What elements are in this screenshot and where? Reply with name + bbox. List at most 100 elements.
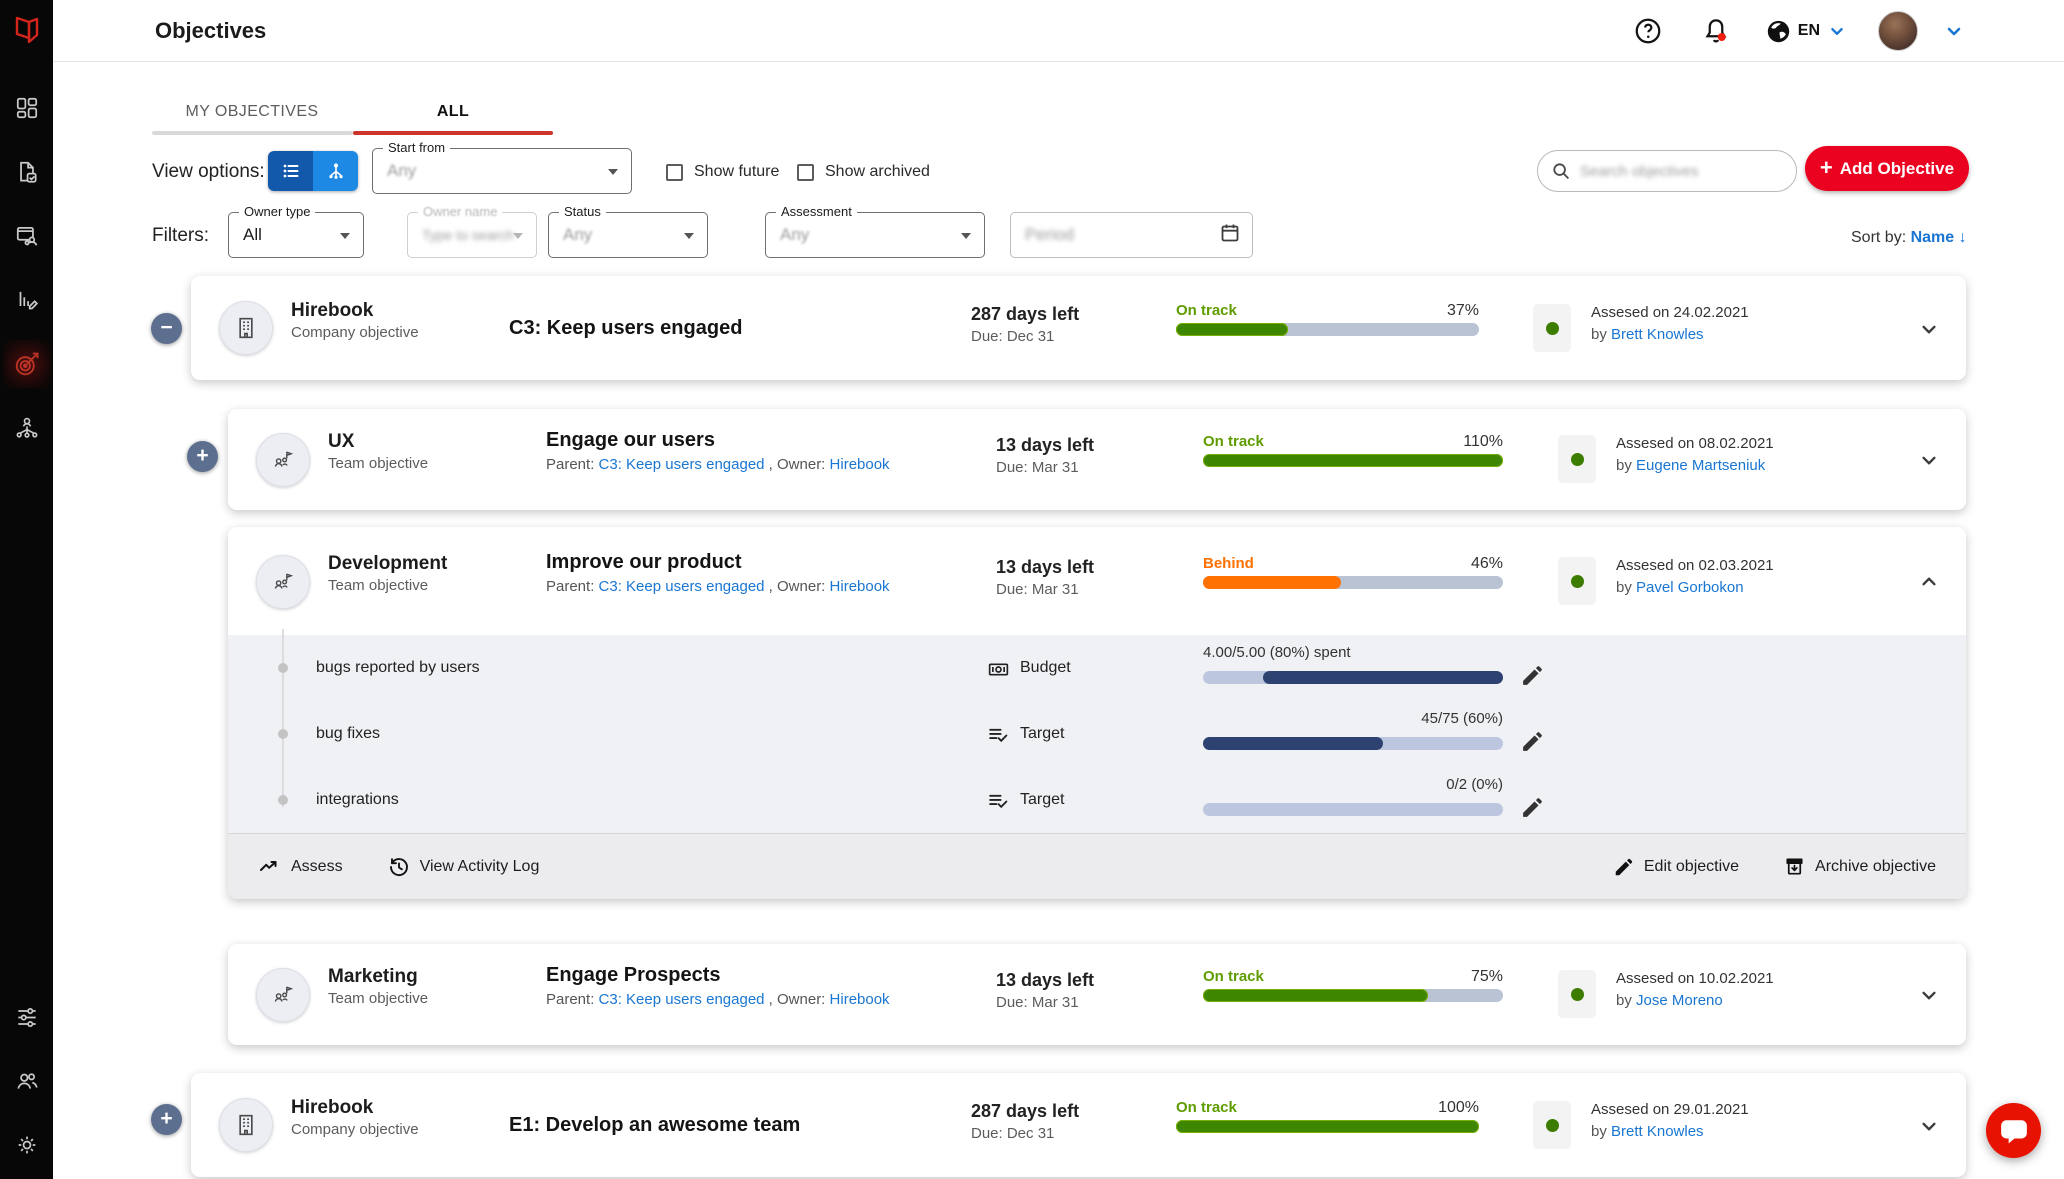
pencil-icon bbox=[1523, 732, 1542, 751]
owner-type-select[interactable]: Owner type All bbox=[228, 204, 364, 258]
list-view-button[interactable] bbox=[268, 151, 313, 191]
notifications-button[interactable] bbox=[1697, 12, 1735, 50]
tab-my-objectives[interactable]: MY OBJECTIVES bbox=[185, 103, 319, 120]
sidebar-item-users[interactable] bbox=[3, 1057, 51, 1105]
parent-link[interactable]: C3: Keep users engaged bbox=[598, 456, 765, 473]
key-result-bar bbox=[1203, 671, 1503, 684]
objective-owner[interactable]: Hirebook bbox=[291, 300, 374, 321]
chat-launcher-button[interactable] bbox=[1986, 1103, 2041, 1158]
sidebar-item-preferences[interactable] bbox=[3, 993, 51, 1041]
objective-card-development[interactable]: Development Team objective Improve our p… bbox=[228, 527, 1966, 899]
objective-title[interactable]: Engage Prospects bbox=[546, 964, 721, 986]
owner-link[interactable]: Hirebook bbox=[829, 991, 890, 1008]
days-left: 13 days left bbox=[996, 435, 1095, 455]
sidebar-item-objectives[interactable] bbox=[2, 340, 51, 388]
expand-button-ux[interactable]: + bbox=[187, 441, 218, 472]
objectives-target-icon bbox=[15, 352, 38, 376]
assessor-link[interactable]: Eugene Martseniuk bbox=[1636, 457, 1766, 474]
owner-name-select[interactable]: Owner name Type to search bbox=[407, 204, 537, 258]
key-result-row: bug fixes Target 45/75 (60%) bbox=[228, 701, 1966, 767]
add-objective-button[interactable]: + Add Objective bbox=[1805, 146, 1969, 191]
edit-key-result-button[interactable] bbox=[1520, 729, 1546, 755]
language-selector[interactable]: EN bbox=[1765, 18, 1848, 45]
objective-card-marketing[interactable]: Marketing Team objective Engage Prospect… bbox=[228, 944, 1966, 1045]
assessor-link[interactable]: Pavel Gorbokon bbox=[1636, 579, 1744, 596]
expand-button-e1[interactable]: + bbox=[151, 1104, 182, 1135]
assessment-select[interactable]: Assessment Any bbox=[765, 204, 985, 258]
search-input[interactable]: Search objectives bbox=[1537, 150, 1797, 192]
owner-link[interactable]: Hirebook bbox=[829, 456, 890, 473]
sidebar-item-org-chart[interactable] bbox=[3, 404, 51, 452]
archive-objective-button[interactable]: Archive objective bbox=[1783, 855, 1936, 878]
help-icon bbox=[1635, 18, 1661, 44]
hirebook-logo[interactable] bbox=[0, 0, 53, 64]
objective-owner[interactable]: UX bbox=[328, 431, 355, 452]
objective-card-c3[interactable]: Hirebook Company objective C3: Keep user… bbox=[191, 276, 1966, 380]
objective-title[interactable]: Engage our users bbox=[546, 429, 715, 451]
objective-card-ux[interactable]: UX Team objective Engage our users Paren… bbox=[228, 409, 1966, 510]
sidebar-item-settings[interactable] bbox=[3, 1121, 51, 1169]
assessed-on: Assesed on 08.02.2021 bbox=[1616, 435, 1774, 452]
objective-owner[interactable]: Development bbox=[328, 553, 448, 574]
sort-direction-icon[interactable]: ↓ bbox=[1958, 229, 1967, 246]
view-activity-log-button[interactable]: View Activity Log bbox=[387, 855, 539, 879]
days-left: 13 days left bbox=[996, 970, 1095, 990]
assessor-link[interactable]: Jose Moreno bbox=[1636, 992, 1723, 1009]
assessor-link[interactable]: Brett Knowles bbox=[1611, 326, 1704, 343]
assessment-dot bbox=[1570, 574, 1584, 588]
calendar-icon[interactable] bbox=[1218, 221, 1242, 250]
objective-title[interactable]: Improve our product bbox=[546, 551, 742, 573]
edit-objective-button[interactable]: Edit objective bbox=[1613, 855, 1739, 878]
expand-chevron-button[interactable] bbox=[1914, 314, 1944, 344]
objective-title[interactable]: E1: Develop an awesome team bbox=[509, 1114, 801, 1136]
status-select[interactable]: Status Any bbox=[548, 204, 708, 258]
chevron-down-icon bbox=[1922, 1122, 1936, 1131]
start-from-select[interactable]: Start from Any bbox=[372, 140, 632, 194]
assessor-link[interactable]: Brett Knowles bbox=[1611, 1123, 1704, 1140]
status-label: On track bbox=[1176, 302, 1237, 319]
show-future-checkbox[interactable] bbox=[666, 164, 683, 181]
objective-title[interactable]: C3: Keep users engaged bbox=[509, 317, 743, 339]
show-archived-label: Show archived bbox=[825, 163, 930, 180]
sidebar-item-checkins[interactable] bbox=[3, 148, 51, 196]
user-menu[interactable] bbox=[1878, 11, 1966, 51]
objective-card-e1[interactable]: Hirebook Company objective E1: Develop a… bbox=[191, 1073, 1966, 1177]
sidebar-item-kpis[interactable] bbox=[3, 276, 51, 324]
tree-view-button[interactable] bbox=[313, 151, 358, 191]
language-chevron-icon bbox=[1831, 27, 1843, 35]
expand-chevron-button[interactable] bbox=[1914, 445, 1944, 475]
status-label: On track bbox=[1203, 433, 1264, 450]
user-avatar[interactable] bbox=[1878, 11, 1918, 51]
sidebar-item-dashboard[interactable] bbox=[3, 84, 51, 132]
period-input[interactable]: Period bbox=[1010, 212, 1253, 258]
show-archived-checkbox[interactable] bbox=[797, 164, 814, 181]
key-result-name: integrations bbox=[316, 791, 399, 808]
collapse-chevron-button[interactable] bbox=[1914, 567, 1944, 597]
user-menu-chevron-icon bbox=[1947, 27, 1961, 36]
team-icon bbox=[274, 573, 294, 589]
collapse-button-c3[interactable]: − bbox=[151, 313, 182, 344]
chevron-up-icon bbox=[1922, 577, 1936, 586]
edit-key-result-button[interactable] bbox=[1520, 663, 1546, 689]
history-icon bbox=[389, 857, 408, 876]
expand-chevron-button[interactable] bbox=[1914, 1111, 1944, 1141]
objective-owner[interactable]: Hirebook bbox=[291, 1097, 374, 1118]
parent-link[interactable]: C3: Keep users engaged bbox=[598, 578, 765, 595]
parent-link[interactable]: C3: Keep users engaged bbox=[598, 991, 765, 1008]
sidebar-nav-bottom bbox=[3, 973, 51, 1179]
tab-all[interactable]: ALL bbox=[436, 103, 470, 120]
sidebar-item-meetings[interactable] bbox=[3, 212, 51, 260]
progress-bar bbox=[1176, 323, 1479, 336]
assessed-on: Assesed on 10.02.2021 bbox=[1616, 970, 1774, 987]
edit-key-result-button[interactable] bbox=[1520, 795, 1546, 821]
hirebook-logo-icon bbox=[15, 16, 38, 44]
company-avatar bbox=[219, 301, 273, 355]
objective-owner[interactable]: Marketing bbox=[328, 966, 418, 987]
assess-button[interactable]: Assess bbox=[258, 855, 343, 879]
help-button[interactable] bbox=[1629, 12, 1667, 50]
sort-by-value[interactable]: Name bbox=[1910, 229, 1955, 246]
owner-link[interactable]: Hirebook bbox=[829, 578, 890, 595]
expand-chevron-button[interactable] bbox=[1914, 980, 1944, 1010]
progress-bar bbox=[1203, 576, 1503, 589]
